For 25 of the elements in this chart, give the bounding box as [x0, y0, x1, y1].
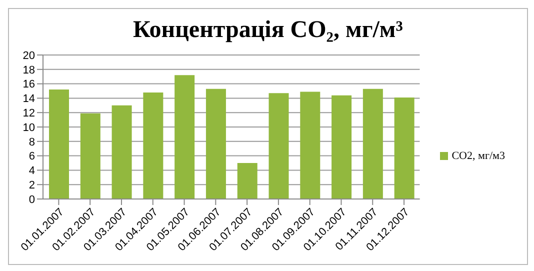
bar — [80, 113, 100, 199]
y-tick-label: 4 — [28, 165, 35, 178]
bar — [300, 92, 320, 199]
y-tick-label: 18 — [22, 64, 35, 76]
bar — [49, 90, 69, 199]
bar — [143, 92, 164, 199]
y-tick-label: 12 — [22, 108, 35, 120]
bar — [332, 95, 352, 199]
y-tick-label: 16 — [22, 78, 35, 91]
chart-title: Концентрація CO₂, мг/м³ — [132, 16, 404, 45]
y-tick-label: 8 — [28, 136, 35, 148]
y-tick-label: 6 — [28, 150, 35, 163]
y-tick-label: 10 — [22, 122, 35, 134]
y-tick-label: 20 — [22, 50, 35, 62]
y-tick-label: 14 — [22, 93, 35, 106]
bar — [206, 88, 226, 199]
bar — [174, 75, 195, 199]
bar — [394, 97, 414, 199]
bar — [112, 105, 132, 199]
bar — [237, 163, 258, 199]
y-tick-label: 2 — [28, 180, 35, 192]
y-tick-label: 0 — [28, 194, 35, 206]
legend-label: CO2, мг/м3 — [452, 150, 505, 162]
bar — [362, 88, 383, 199]
bar — [268, 93, 289, 199]
